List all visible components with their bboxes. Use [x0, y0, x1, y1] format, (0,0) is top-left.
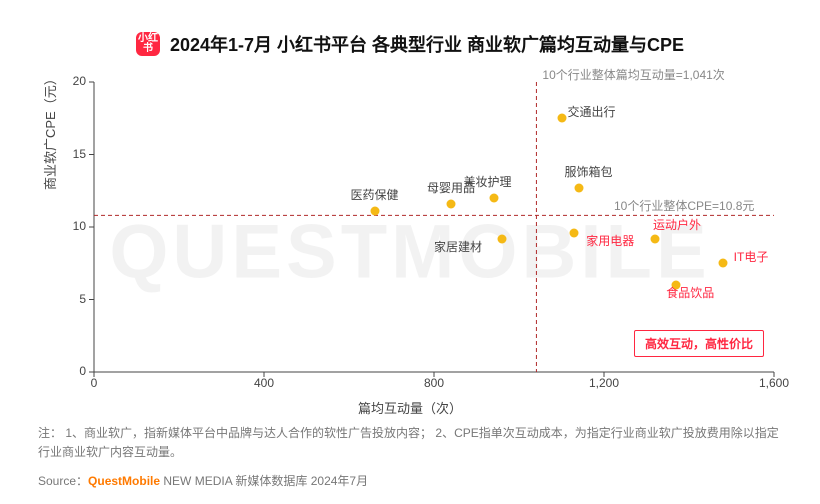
y-tick-label: 0	[79, 364, 86, 378]
header: 小红书 2024年1-7月 小红书平台 各典型行业 商业软广篇均互动量与CPE	[0, 28, 820, 57]
footnotes: 注： 1、商业软广，指新媒体平台中品牌与达人合作的软性广告投放内容； 2、CPE…	[38, 424, 782, 462]
refline-v-label: 10个行业整体篇均互动量=1,041次	[542, 66, 724, 83]
y-tick-label: 15	[73, 147, 86, 161]
note-prefix: 注：	[38, 426, 62, 440]
xiaohongshu-logo-icon: 小红书	[136, 32, 160, 56]
x-tick-label: 0	[91, 376, 98, 390]
data-point-label: IT电子	[734, 248, 769, 265]
x-axis-label: 篇均互动量（次）	[0, 398, 820, 417]
data-point-label: 交通出行	[567, 103, 615, 120]
source-prefix: Source：	[38, 474, 88, 488]
y-axis-label: 商业软广CPE（元）	[40, 72, 59, 190]
note-1: 1、商业软广，指新媒体平台中品牌与达人合作的软性广告投放内容；	[65, 426, 432, 440]
y-tick-label: 20	[73, 74, 86, 88]
y-tick-label: 5	[79, 292, 86, 306]
data-point	[651, 234, 660, 243]
plot-area: 医药保健母婴用品美妆护理服饰箱包交通出行家居建材家用电器运动户外IT电子食品饮品	[94, 82, 774, 372]
data-point-label: 运动户外	[653, 216, 701, 233]
x-tick-label: 1,600	[759, 376, 789, 390]
chart-container: QUESTMOBILE 小红书 2024年1-7月 小红书平台 各典型行业 商业…	[0, 0, 820, 504]
data-point	[557, 114, 566, 123]
data-point	[574, 183, 583, 192]
data-point-label: 家用电器	[586, 232, 634, 249]
quadrant-callout: 高效互动，高性价比	[634, 330, 764, 357]
x-tick-label: 400	[254, 376, 274, 390]
data-point	[447, 199, 456, 208]
x-tick-label: 1,200	[589, 376, 619, 390]
source-brand: QuestMobile	[88, 474, 160, 488]
data-point-label: 食品饮品	[666, 284, 714, 301]
data-point-label: 医药保健	[350, 186, 398, 203]
data-point	[498, 234, 507, 243]
data-point	[370, 207, 379, 216]
data-point	[489, 194, 498, 203]
y-tick-label: 10	[73, 219, 86, 233]
data-point-label: 家居建材	[434, 238, 482, 255]
chart-title: 2024年1-7月 小红书平台 各典型行业 商业软广篇均互动量与CPE	[170, 31, 684, 57]
data-point-label: 服饰箱包	[564, 163, 612, 180]
source-tail: NEW MEDIA 新媒体数据库 2024年7月	[160, 474, 368, 488]
x-tick-label: 800	[424, 376, 444, 390]
refline-h-label: 10个行业整体CPE=10.8元	[614, 197, 754, 214]
data-point-label: 美妆护理	[463, 173, 511, 190]
data-point	[719, 259, 728, 268]
source-line: Source：QuestMobile NEW MEDIA 新媒体数据库 2024…	[38, 472, 368, 489]
data-point	[570, 228, 579, 237]
